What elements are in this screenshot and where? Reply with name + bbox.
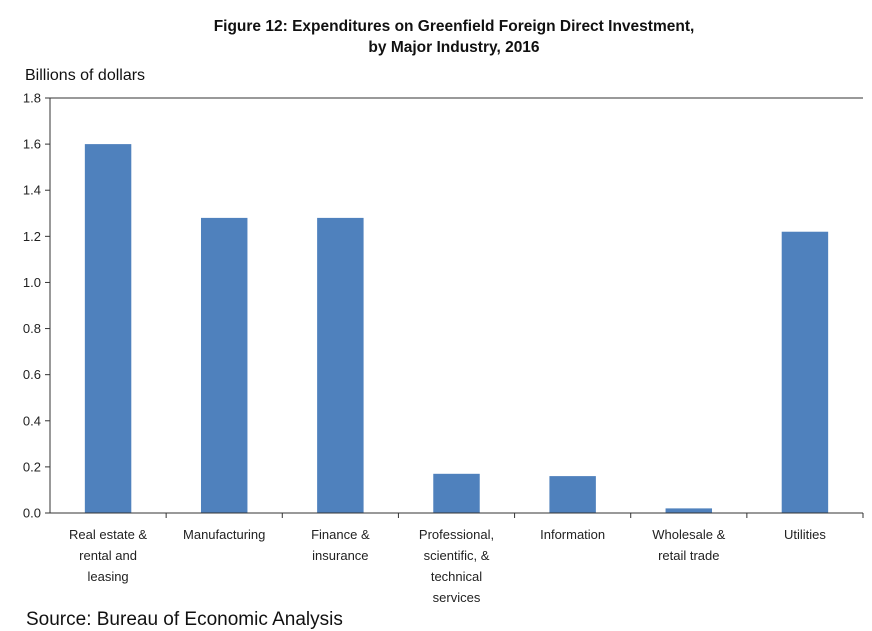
y-tick-label: 1.2 (23, 229, 41, 244)
x-tick-label-line: Wholesale & (652, 527, 725, 542)
chart-title-line-2: by Major Industry, 2016 (368, 39, 540, 56)
x-tick-label-line: leasing (87, 569, 128, 584)
x-tick-label-line: services (433, 590, 481, 605)
x-tick-label-line: technical (431, 569, 482, 584)
y-tick-label: 1.8 (23, 91, 41, 106)
x-tick-label-line: Manufacturing (183, 527, 265, 542)
x-tick-label-line: rental and (79, 548, 137, 563)
y-axis-title: Billions of dollars (25, 67, 145, 84)
x-tick-label-line: scientific, & (424, 548, 490, 563)
y-tick-label: 1.6 (23, 137, 41, 152)
x-tick-label: Finance & insurance (311, 527, 370, 563)
x-tick-label-line: Real estate & (69, 527, 147, 542)
bar (84, 144, 132, 513)
x-tick-label: Utilities (784, 527, 826, 542)
y-axis-ticks: 0.0 0.2 0.4 0.6 0.8 1.0 1.2 1.4 1.6 1.8 (23, 91, 50, 521)
x-tick-label: Information (540, 527, 605, 542)
y-tick-label: 0.8 (23, 321, 41, 336)
y-tick-label: 1.4 (23, 183, 41, 198)
source-note: Source: Bureau of Economic Analysis (26, 609, 343, 630)
x-tick-label: Professional, scientific, & technical servi… (419, 527, 494, 605)
bar (665, 508, 713, 513)
bar (317, 217, 364, 513)
x-tick-label-line: insurance (312, 548, 368, 563)
x-tick-label-line: Professional, (419, 527, 494, 542)
chart-title: Figure 12: Expenditures on Greenfield Fo… (214, 18, 695, 56)
chart-title-line-1: Figure 12: Expenditures on Greenfield Fo… (214, 18, 695, 35)
bar (549, 476, 596, 513)
y-tick-label: 0.4 (23, 413, 41, 428)
x-tick-label: Manufacturing (183, 527, 265, 542)
y-tick-label: 0.6 (23, 367, 41, 382)
y-tick-label: 0.0 (23, 506, 41, 521)
x-tick-label-line: Utilities (784, 527, 826, 542)
x-tick-label: Real estate & rental and leasing (69, 527, 147, 584)
bars (84, 144, 829, 513)
x-tick-label: Wholesale & retail trade (652, 527, 725, 563)
x-tick-label-line: retail trade (658, 548, 719, 563)
bar (200, 217, 248, 513)
bar (781, 231, 829, 513)
x-axis-labels: Real estate & rental and leasing Manufactur… (69, 513, 864, 605)
x-tick-label-line: Finance & (311, 527, 370, 542)
y-tick-label: 1.0 (23, 275, 41, 290)
y-tick-label: 0.2 (23, 459, 41, 474)
x-tick-label-line: Information (540, 527, 605, 542)
bar (433, 473, 480, 513)
